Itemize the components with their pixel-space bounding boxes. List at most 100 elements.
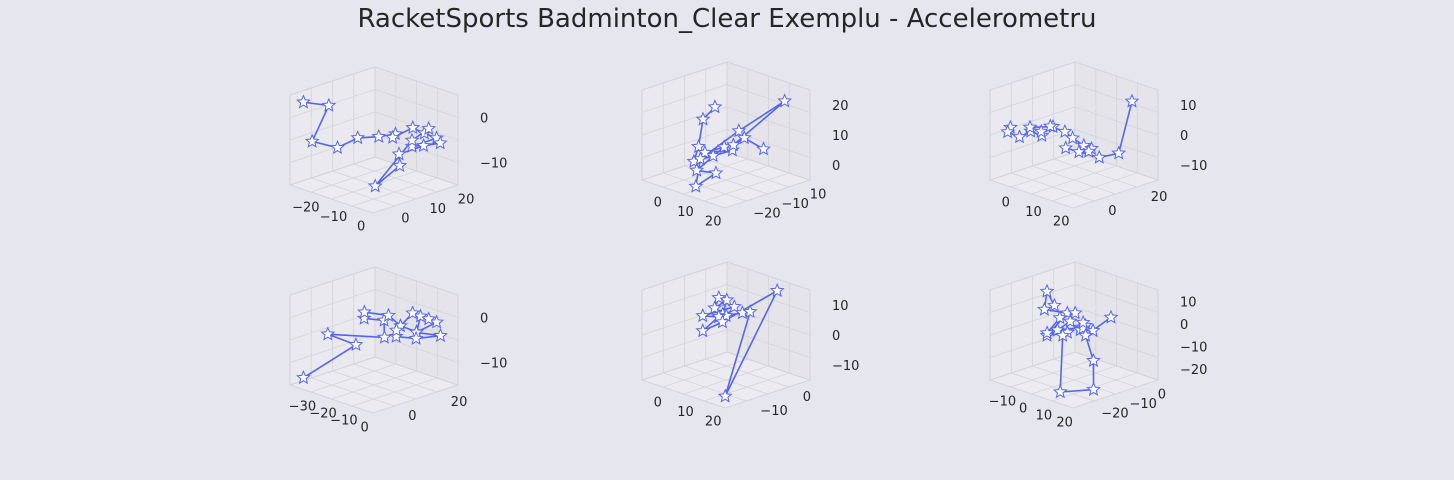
- y-tick-label: 10: [430, 202, 447, 217]
- grid-line: [353, 363, 437, 393]
- grid-line: [1032, 365, 1116, 395]
- z-tick-label: 0: [480, 312, 488, 327]
- data-point: [691, 138, 706, 154]
- grid-line: [331, 81, 417, 200]
- data-point: [695, 307, 711, 323]
- y-tick-label: 0: [1108, 204, 1116, 219]
- data-point: [1039, 283, 1055, 298]
- data-point: [1042, 118, 1058, 133]
- grid-line: [289, 89, 459, 118]
- grid-line: [310, 274, 397, 393]
- y-tick-label: −20: [1101, 406, 1128, 421]
- data-point: [405, 305, 420, 320]
- y-tick-label: −10: [1130, 397, 1157, 412]
- x-tick-label: 10: [1036, 409, 1053, 424]
- y-tick-label: 0: [401, 211, 409, 226]
- data-point: [1052, 384, 1068, 399]
- grid-line: [989, 284, 1159, 313]
- z-tick-label: −10: [832, 359, 859, 374]
- z-tick-label: 10: [1180, 295, 1197, 310]
- grid-line: [684, 365, 768, 395]
- grid-line: [1032, 165, 1116, 195]
- x-tick-label: 10: [1025, 205, 1042, 220]
- grid-line: [641, 129, 811, 158]
- data-point: [388, 322, 404, 337]
- x-tick-label: 20: [1053, 214, 1070, 229]
- data-point: [304, 133, 320, 148]
- data-point: [725, 137, 741, 152]
- data-point: [736, 130, 752, 145]
- data-point: [391, 146, 407, 161]
- data-point: [388, 328, 404, 343]
- x-tick-label: 0: [357, 219, 365, 234]
- data-point: [1057, 123, 1073, 139]
- data-point: [695, 111, 711, 126]
- data-point: [405, 119, 421, 135]
- data-point: [296, 370, 311, 385]
- data-point: [708, 165, 724, 180]
- data-point: [742, 303, 758, 319]
- data-point: [689, 162, 705, 177]
- z-tick-label: 20: [832, 99, 849, 114]
- data-point: [692, 151, 708, 166]
- data-point: [756, 141, 771, 156]
- grid-line: [704, 83, 790, 202]
- grid-line: [989, 129, 1159, 158]
- x-tick-label: −10: [330, 414, 357, 429]
- data-point: [769, 282, 785, 297]
- data-point: [711, 289, 727, 305]
- z-tick-label: 10: [1180, 99, 1197, 114]
- grid-line: [641, 329, 811, 358]
- data-point: [320, 326, 336, 341]
- data-point: [381, 307, 396, 322]
- x-tick-label: −30: [289, 400, 316, 415]
- z-tick-label: −10: [480, 157, 507, 172]
- data-point: [408, 330, 424, 345]
- data-point: [714, 314, 730, 329]
- grid-line: [683, 76, 769, 195]
- data-point: [367, 178, 383, 193]
- data-point: [421, 120, 437, 135]
- data-point: [404, 138, 420, 153]
- subplot-3: 0 10 20 0 20 10 0 −10: [988, 61, 1207, 229]
- y-tick-label: 20: [451, 395, 468, 410]
- grid-line: [704, 283, 790, 402]
- data-point: [1124, 93, 1140, 108]
- data-point: [1055, 327, 1071, 342]
- grid-line: [989, 106, 1159, 136]
- grid-line: [1052, 283, 1138, 402]
- x-tick-label: −10: [989, 395, 1016, 410]
- x-tick-label: 0: [360, 421, 368, 436]
- data-point: [1085, 352, 1101, 368]
- data-point: [1036, 301, 1052, 316]
- data-point: [695, 323, 711, 338]
- data-point: [1033, 123, 1049, 138]
- x-tick-label: 20: [1056, 416, 1073, 431]
- grid-line: [1052, 83, 1138, 202]
- data-point: [350, 130, 366, 145]
- grid-line: [705, 358, 789, 388]
- data-point: [726, 298, 742, 314]
- figure-title: RacketSports Badminton_Clear Exemplu - A…: [357, 4, 1097, 34]
- data-point: [321, 97, 337, 112]
- grid-line: [683, 276, 769, 395]
- data-point: [777, 93, 793, 108]
- data-point: [404, 132, 420, 147]
- data-point: [1000, 124, 1016, 139]
- data-point: [1086, 381, 1101, 396]
- y-tick-label: −10: [782, 197, 809, 212]
- x-tick-label: 0: [654, 196, 662, 211]
- subplot-5: 0 10 20 −10 0 10 0 −10: [640, 261, 859, 429]
- x-tick-label: 20: [705, 214, 722, 229]
- y-tick-label: 0: [1158, 388, 1166, 403]
- data-point: [432, 135, 448, 150]
- x-tick-label: 0: [654, 396, 662, 411]
- data-point: [1047, 297, 1062, 312]
- data-point: [371, 128, 387, 143]
- data-point: [717, 388, 733, 403]
- data-point: [356, 310, 372, 325]
- data-point: [416, 138, 431, 153]
